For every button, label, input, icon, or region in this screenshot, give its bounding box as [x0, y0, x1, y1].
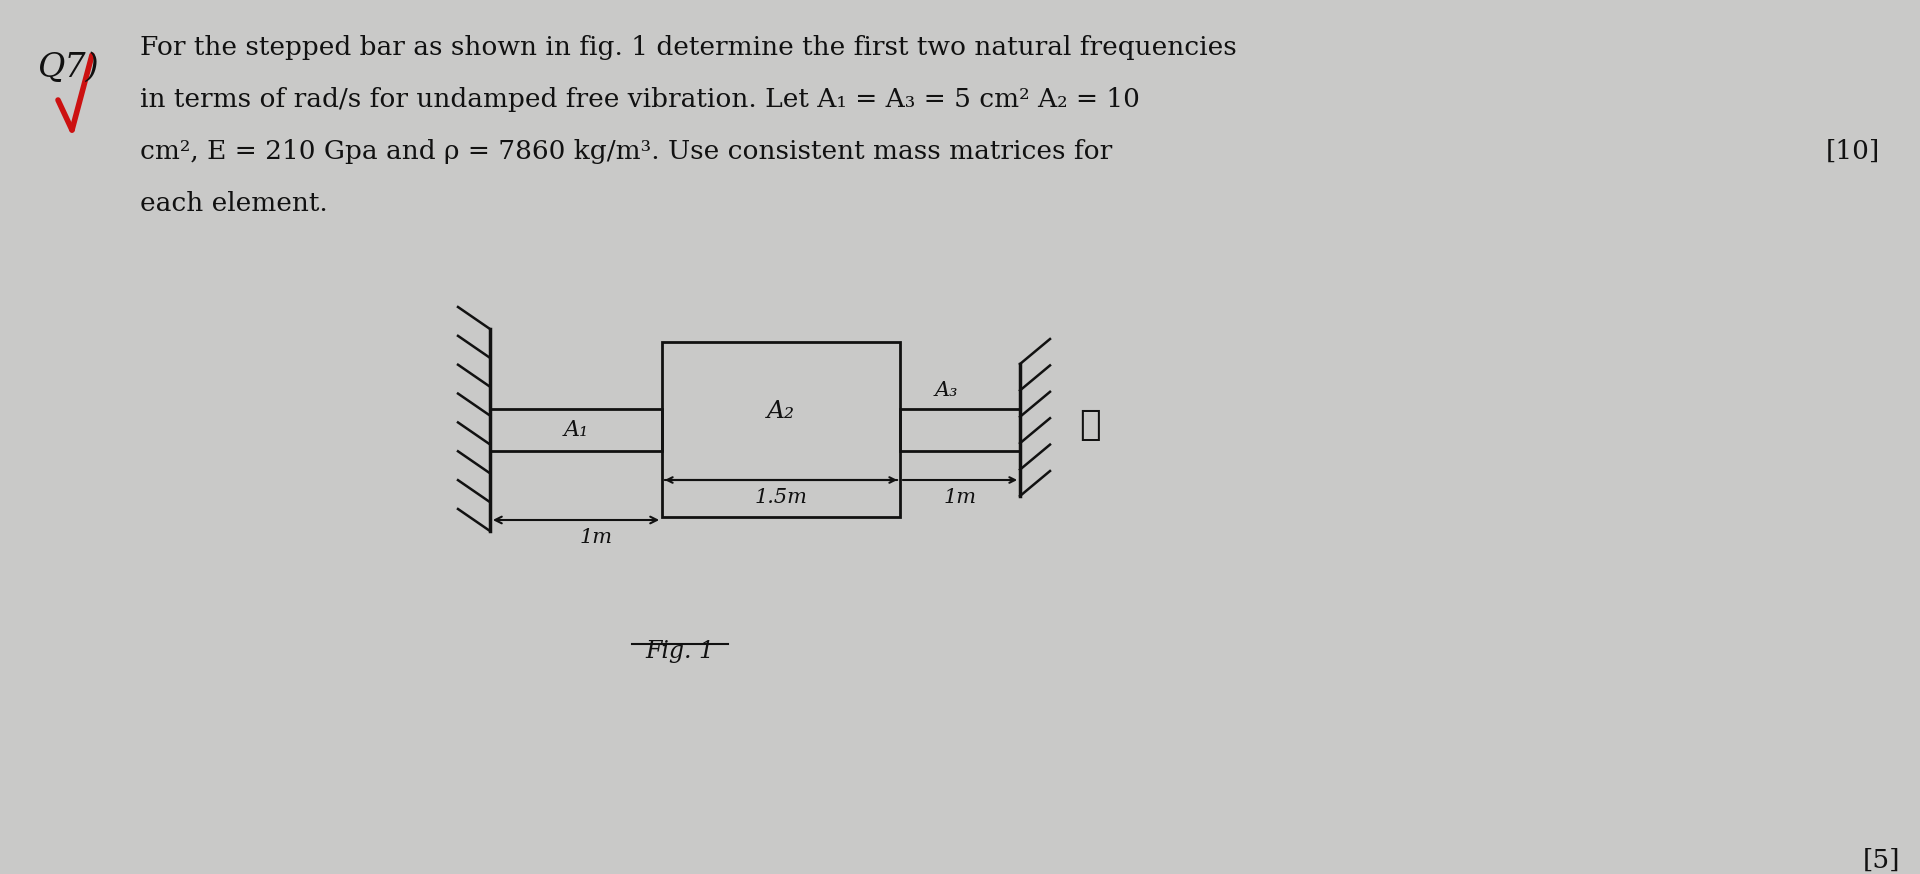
Text: [5]: [5]: [1862, 848, 1901, 873]
Bar: [900, 409, 1020, 451]
Text: each element.: each element.: [140, 191, 328, 216]
Text: 1m: 1m: [580, 528, 612, 547]
Bar: [490, 409, 662, 451]
Text: cm², E = 210 Gpa and ρ = 7860 kg/m³. Use consistent mass matrices for: cm², E = 210 Gpa and ρ = 7860 kg/m³. Use…: [140, 139, 1112, 164]
Text: A₃: A₃: [935, 380, 958, 399]
Text: A₁: A₁: [563, 419, 589, 441]
Text: For the stepped bar as shown in fig. 1 determine the first two natural frequenci: For the stepped bar as shown in fig. 1 d…: [140, 35, 1236, 60]
Text: ✕: ✕: [1079, 408, 1100, 442]
Text: [10]: [10]: [1826, 139, 1880, 164]
Text: Q7): Q7): [38, 52, 100, 84]
Text: 1m: 1m: [943, 488, 977, 507]
Bar: [662, 342, 900, 517]
Text: in terms of rad/s for undamped free vibration. Let A₁ = A₃ = 5 cm² A₂ = 10: in terms of rad/s for undamped free vibr…: [140, 87, 1140, 112]
Text: 1.5m: 1.5m: [755, 488, 808, 507]
Text: Fig. 1: Fig. 1: [645, 640, 714, 663]
Text: A₂: A₂: [766, 400, 795, 424]
